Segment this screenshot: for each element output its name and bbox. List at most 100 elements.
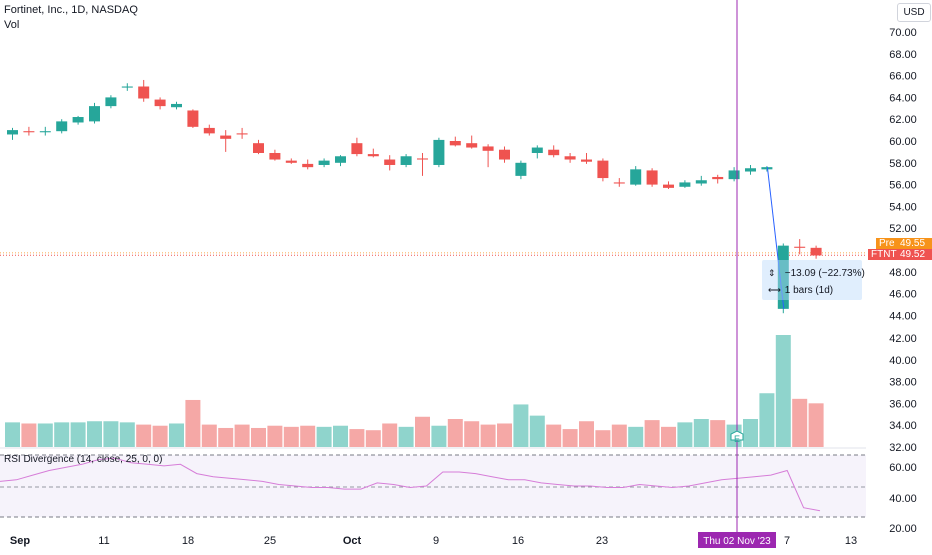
volume-label: Vol	[4, 19, 20, 31]
measure-tooltip: ⇕ −13.09 (−22.73%) ⟷ 1 bars (1d)	[762, 260, 865, 300]
ticker-label-tag: FTNT	[868, 249, 900, 260]
candle-body	[482, 146, 494, 151]
time-axis-label: Oct	[343, 535, 362, 547]
volume-bar	[611, 424, 627, 447]
candle-body	[56, 121, 68, 132]
candle-body	[466, 143, 478, 148]
price-axis-label: 64.00	[889, 92, 917, 104]
volume-bar	[808, 403, 824, 447]
time-axis-label: 7	[784, 535, 790, 547]
price-axis-label: 42.00	[889, 333, 917, 345]
candle-body	[23, 131, 35, 133]
price-axis-label: 62.00	[889, 114, 917, 126]
candle-body	[564, 156, 576, 160]
volume-bar	[316, 426, 332, 447]
volume-bar	[562, 429, 578, 447]
candle-body	[417, 158, 428, 160]
price-range-icon: ⇕	[768, 268, 776, 278]
volume-bar	[300, 425, 316, 447]
volume-bar	[792, 398, 808, 447]
volume-bar	[464, 421, 480, 447]
candle-body	[285, 160, 297, 163]
pre-market-price-tag: 49.55	[897, 238, 932, 249]
price-axis-label: 36.00	[889, 398, 917, 410]
candle-body	[794, 246, 806, 248]
candle-body	[581, 159, 592, 162]
volume-bar	[152, 425, 168, 447]
candle-body	[613, 182, 625, 184]
measure-change-value: −13.09 (−22.73%)	[784, 268, 865, 279]
time-axis-label: 16	[512, 535, 524, 547]
candle-body	[335, 156, 346, 163]
volume-bar	[415, 416, 430, 447]
volume-bar	[743, 419, 758, 447]
candle-body	[597, 160, 609, 179]
candle-body	[433, 139, 445, 165]
price-axis-label: 40.00	[889, 355, 917, 367]
last-price-tag: 49.52	[897, 249, 932, 260]
volume-bar	[37, 423, 53, 447]
volume-bar	[201, 424, 217, 447]
currency-selector[interactable]: USD	[897, 3, 931, 22]
candle-body	[810, 247, 822, 256]
time-axis-label: 25	[264, 535, 276, 547]
volume-bar	[431, 425, 447, 447]
price-axis-label: 34.00	[889, 420, 917, 432]
volume-bar	[447, 419, 463, 447]
time-axis-label: 23	[596, 535, 608, 547]
candle-body	[679, 182, 691, 187]
price-axis-label: 46.00	[889, 289, 917, 301]
volume-bar	[333, 425, 348, 447]
candle-body	[187, 110, 199, 127]
volume-bar	[398, 426, 414, 447]
candle-body	[777, 245, 789, 309]
volume-bar	[661, 426, 676, 447]
volume-bar	[628, 426, 644, 447]
price-axis-label: 68.00	[889, 49, 917, 61]
candle-body	[449, 141, 461, 146]
volume-bar	[5, 422, 20, 447]
candle-body	[728, 170, 740, 180]
earnings-marker-shape	[730, 430, 744, 441]
price-axis-label: 48.00	[889, 267, 917, 279]
candle-body	[203, 127, 215, 134]
volume-bar	[480, 424, 496, 447]
candle-body	[89, 106, 100, 122]
volume-bar	[710, 420, 726, 447]
candle-body	[138, 86, 150, 99]
volume-bar	[677, 422, 693, 447]
time-axis-label: 13	[845, 535, 857, 547]
volume-bar	[87, 421, 102, 447]
volume-bar	[234, 424, 250, 447]
pre-market-label-tag: Pre	[876, 238, 900, 249]
volume-bar	[103, 421, 119, 447]
rsi-indicator-title: RSI Divergence (14, close, 25, 0, 0)	[4, 454, 163, 465]
measure-arrow	[766, 167, 785, 309]
volume-bar	[218, 427, 234, 447]
volume-bar	[775, 335, 791, 447]
candle-body	[663, 184, 674, 188]
price-axis-label: 32.00	[889, 442, 917, 454]
measure-bars-value: 1 bars (1d)	[784, 285, 834, 296]
candle-body	[72, 117, 84, 123]
volume-bar	[382, 423, 398, 447]
volume-bar	[119, 422, 135, 447]
volume-bar	[595, 430, 611, 447]
earnings-marker-icon: E	[730, 430, 744, 444]
rsi-panel-background	[0, 455, 866, 517]
candle-body	[712, 176, 724, 180]
volume-bar	[169, 423, 184, 447]
volume-bar	[251, 427, 266, 447]
volume-bar	[365, 430, 381, 447]
candle-body	[253, 143, 264, 153]
time-axis-label: 18	[182, 535, 194, 547]
candle-body	[384, 159, 396, 165]
candle-body	[220, 135, 232, 139]
candle-body	[367, 154, 379, 157]
price-axis-label: 54.00	[889, 201, 917, 213]
volume-bar	[185, 399, 201, 447]
volume-bar	[54, 422, 70, 447]
volume-bar	[70, 422, 86, 447]
